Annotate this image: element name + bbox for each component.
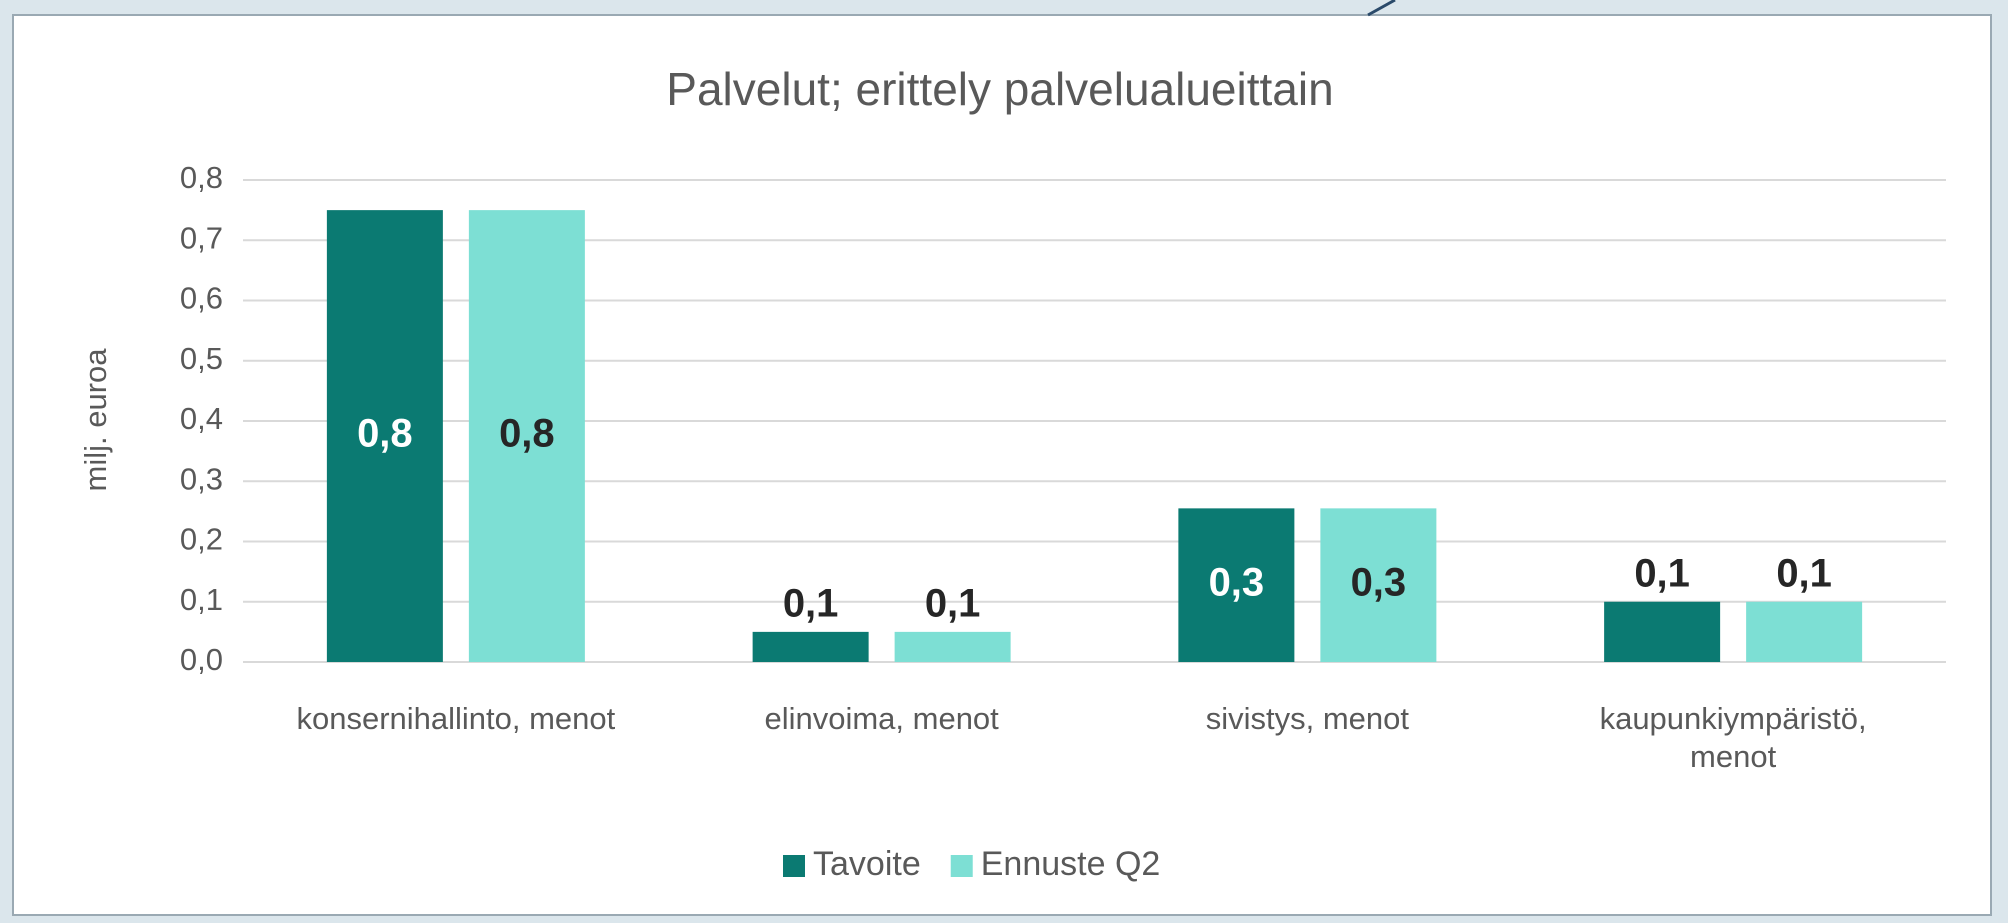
- chart-title: Palvelut; erittely palvelualueittain: [666, 63, 1333, 115]
- y-tick-label: 0,3: [180, 461, 223, 496]
- data-label: 0,3: [1351, 561, 1407, 605]
- legend-swatch: [783, 855, 805, 877]
- data-label: 0,1: [1776, 551, 1832, 595]
- bar: [1178, 508, 1295, 662]
- x-tick-label: konsernihallinto, menot: [296, 701, 616, 736]
- x-tick-label: sivistys, menot: [1205, 701, 1410, 736]
- bar: [1320, 508, 1437, 662]
- data-label: 0,1: [1634, 551, 1690, 595]
- bar: [1746, 601, 1863, 662]
- bar: [468, 210, 585, 662]
- y-tick-label: 0,1: [180, 582, 223, 617]
- y-tick-label: 0,2: [180, 522, 223, 557]
- data-label: 0,8: [357, 412, 413, 456]
- data-label: 0,3: [1209, 561, 1265, 605]
- chart-frame: [12, 14, 1992, 916]
- data-label: 0,1: [783, 581, 839, 625]
- y-tick-label: 0,6: [180, 281, 223, 316]
- decoration: [1367, 0, 1396, 17]
- y-tick-label: 0,0: [180, 642, 223, 677]
- y-tick-label: 0,4: [180, 401, 223, 436]
- bar: [894, 631, 1011, 662]
- legend-label: Ennuste Q2: [981, 845, 1161, 883]
- bar: [752, 631, 869, 662]
- x-tick-label: elinvoima, menot: [764, 701, 999, 736]
- x-tick-label: kaupunkiympäristö, menot: [1599, 701, 1867, 774]
- y-axis-label: milj. euroa: [78, 348, 113, 492]
- y-tick-label: 0,8: [180, 160, 223, 195]
- data-label: 0,1: [925, 581, 981, 625]
- bar: [326, 210, 443, 662]
- legend-swatch: [950, 855, 973, 877]
- y-tick-label: 0,5: [180, 341, 223, 376]
- legend-label: Tavoite: [813, 845, 921, 883]
- bar: [1604, 601, 1721, 662]
- data-label: 0,8: [499, 412, 555, 456]
- y-tick-label: 0,7: [180, 220, 223, 255]
